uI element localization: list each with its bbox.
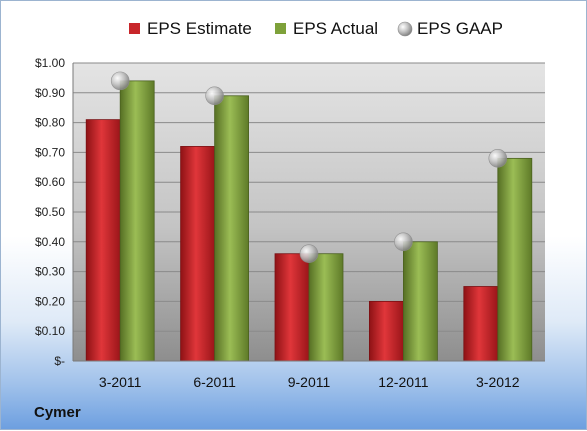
y-tick-label: $0.70 bbox=[35, 145, 65, 159]
x-tick-label: 6-2011 bbox=[193, 374, 236, 390]
bar-eps-actual bbox=[119, 80, 155, 362]
bar-eps-actual bbox=[497, 157, 533, 362]
y-tick-label: $0.40 bbox=[35, 235, 65, 249]
bars bbox=[85, 80, 533, 362]
bar-eps-estimate bbox=[274, 253, 310, 362]
bar-eps-actual bbox=[308, 253, 344, 362]
legend-label: EPS GAAP bbox=[417, 19, 503, 38]
marker-eps-gaap bbox=[299, 244, 319, 264]
bar-eps-estimate bbox=[85, 119, 121, 362]
company-name: Cymer bbox=[34, 404, 81, 421]
y-axis: $- $0.10 $0.20 $0.30 $0.40 $0.50 $0.60 $0.70 $0.… bbox=[35, 56, 74, 368]
y-tick-label: $0.60 bbox=[35, 175, 65, 189]
bar-eps-estimate bbox=[463, 286, 499, 362]
bar-eps-estimate bbox=[180, 146, 216, 362]
marker-eps-gaap bbox=[488, 149, 508, 168]
legend: EPS Estimate EPS Actual EPS GAAP bbox=[129, 19, 503, 38]
legend-label: EPS Estimate bbox=[147, 19, 252, 38]
bar-eps-estimate bbox=[368, 300, 404, 362]
x-tick-label: 3-2012 bbox=[476, 374, 520, 390]
x-tick-label: 3-2011 bbox=[99, 374, 142, 390]
legend-swatch bbox=[397, 21, 413, 37]
gaap-markers bbox=[110, 71, 508, 264]
x-tick-label: 9-2011 bbox=[288, 374, 331, 390]
marker-eps-gaap bbox=[394, 232, 413, 252]
y-tick-label: $0.20 bbox=[35, 294, 65, 308]
y-tick-label: $0.90 bbox=[35, 86, 65, 100]
y-tick-label: $0.30 bbox=[35, 265, 65, 279]
legend-swatch bbox=[275, 23, 286, 34]
x-tick-label: 12-2011 bbox=[378, 374, 429, 390]
y-tick-label: $0.10 bbox=[35, 324, 65, 338]
bar-eps-actual bbox=[214, 95, 250, 362]
bar-eps-actual bbox=[402, 241, 438, 362]
legend-swatch bbox=[129, 23, 140, 34]
y-tick-label: $1.00 bbox=[35, 56, 65, 70]
marker-eps-gaap bbox=[205, 86, 224, 106]
legend-label: EPS Actual bbox=[293, 19, 378, 38]
y-tick-label: $- bbox=[54, 354, 65, 368]
x-axis: 3-2011 6-2011 9-2011 12-2011 3-2012 bbox=[73, 360, 545, 390]
y-tick-label: $0.80 bbox=[35, 116, 65, 130]
marker-eps-gaap bbox=[110, 71, 130, 91]
y-tick-label: $0.50 bbox=[35, 205, 65, 219]
